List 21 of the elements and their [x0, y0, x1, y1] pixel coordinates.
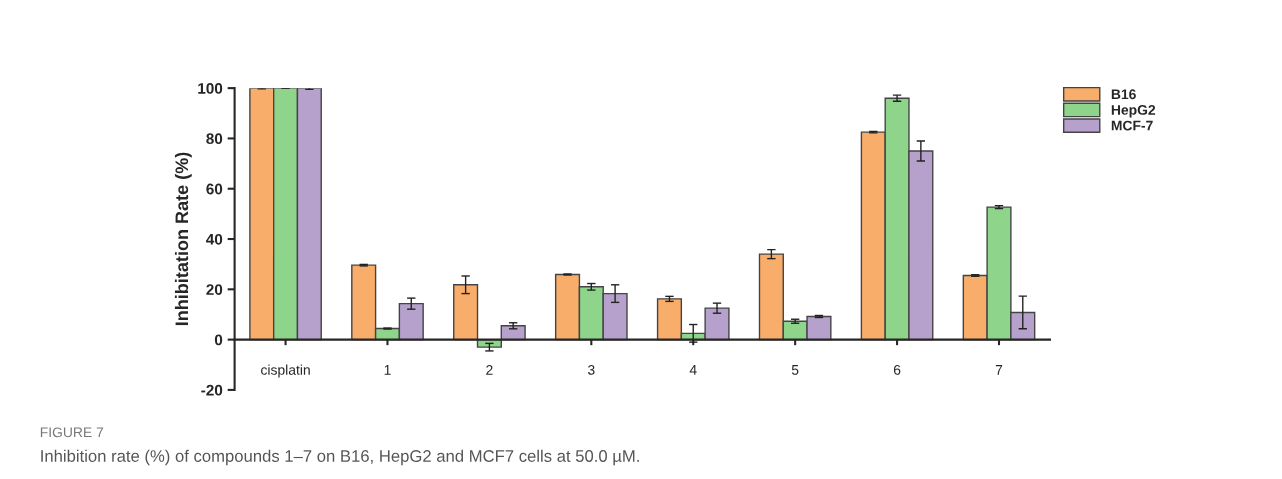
x-tick-label: 1 [384, 365, 391, 375]
y-axis-title: Inhibitation Rate (%) [174, 152, 192, 326]
x-tick-label: 5 [791, 365, 799, 375]
x-tick-label: 2 [486, 364, 493, 375]
y-tick-label: 60 [206, 183, 223, 195]
y-tick-label: 100 [198, 83, 223, 94]
legend-label: B16 [1111, 89, 1136, 100]
legend-label: HepG2 [1111, 105, 1156, 118]
y-tick-label: 0 [214, 334, 223, 346]
y-tick-label: 20 [206, 284, 223, 295]
x-tick-label: 6 [893, 364, 901, 375]
legend-label: MCF-7 [1111, 120, 1153, 131]
x-tick-label: 4 [689, 365, 697, 375]
x-tick-label: cisplatin [261, 364, 310, 378]
y-tick-label: 40 [206, 233, 223, 245]
y-tick-label: -20 [201, 384, 223, 396]
caption: FIGURE 7 [40, 427, 104, 438]
y-tick-label: 80 [206, 133, 223, 145]
x-tick-label: 3 [587, 364, 595, 375]
text: Inhibition rate (%) of compounds 1–7 on B16, HepG2 and MCF7 cells at 50.0 µM. [41, 449, 639, 466]
x-tick-label: 7 [995, 365, 1003, 375]
